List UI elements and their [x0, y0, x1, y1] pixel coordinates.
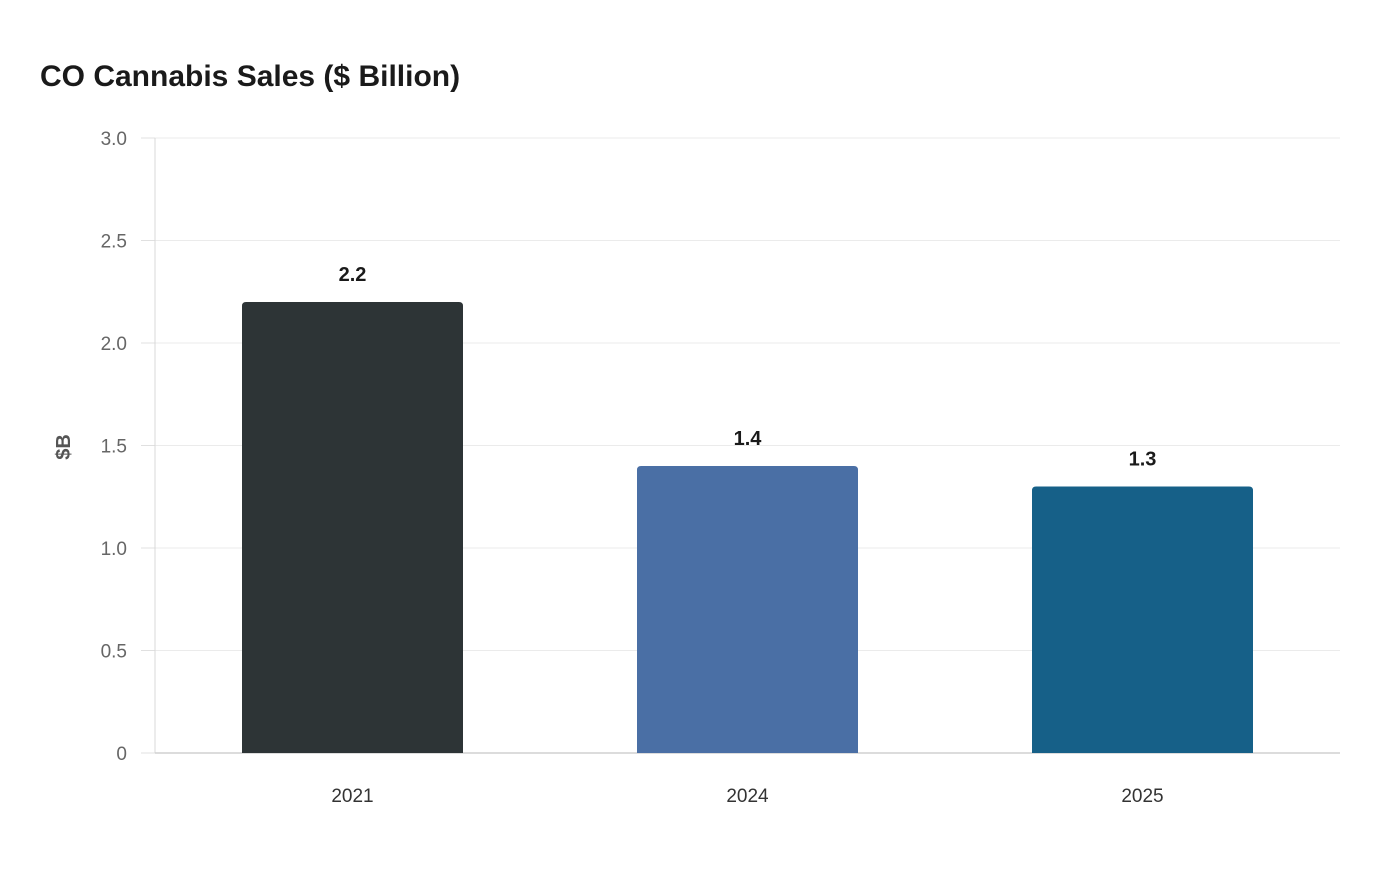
y-tick-label: 0: [116, 744, 127, 765]
data-label: 1.4: [734, 428, 763, 450]
data-label: 1.3: [1129, 449, 1157, 471]
y-tick-label: 0.5: [101, 642, 127, 663]
bar-2024: [637, 466, 858, 753]
y-tick-label: 1.0: [101, 539, 127, 560]
y-tick-label: 2.5: [101, 232, 127, 253]
y-tick-label: 3.0: [101, 129, 127, 150]
y-tick-label: 1.5: [101, 437, 127, 458]
x-tick-label: 2021: [331, 786, 373, 807]
y-tick-label: 2.0: [101, 334, 127, 355]
x-tick-label: 2024: [726, 786, 769, 807]
chart-title: CO Cannabis Sales ($ Billion): [40, 60, 461, 93]
y-axis-label: $B: [53, 434, 75, 460]
bar-2025: [1032, 486, 1253, 753]
bar-2021: [242, 302, 463, 753]
data-label: 2.2: [339, 264, 367, 286]
x-tick-label: 2025: [1121, 786, 1163, 807]
